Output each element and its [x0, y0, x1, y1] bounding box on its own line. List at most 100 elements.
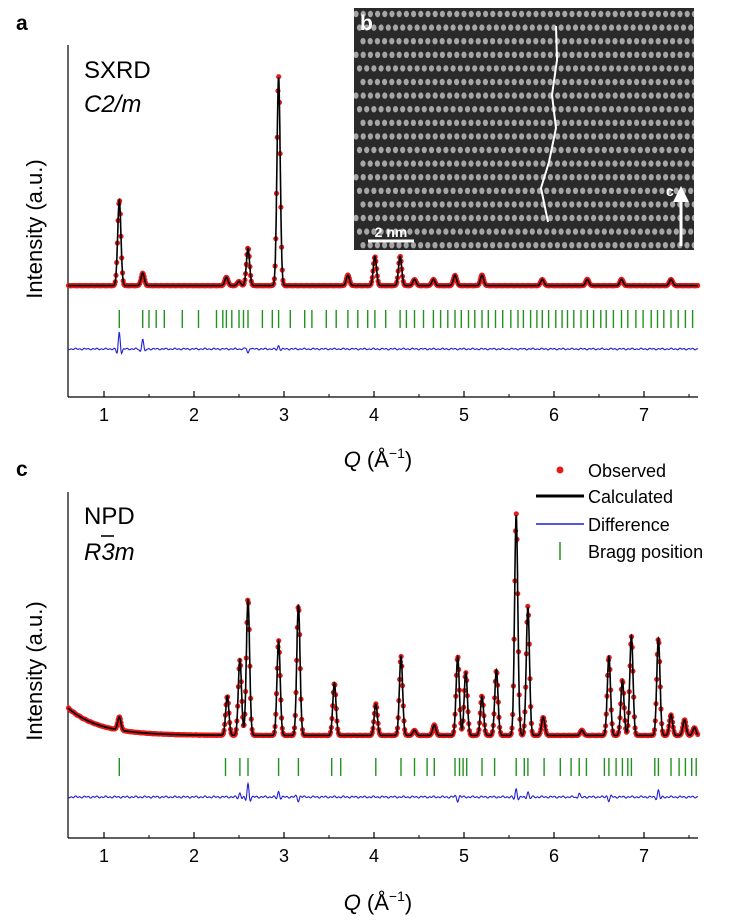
atom-column [612, 78, 618, 86]
atom-column [518, 119, 525, 127]
atom-column [608, 187, 615, 194]
atom-column [450, 24, 456, 31]
atom-column [418, 214, 424, 222]
panel-c-chart: Intensity (a.u.) NPD R3m 1 2 3 4 5 6 7 Observe… [22, 461, 703, 915]
atom-column [511, 133, 517, 140]
atom-column [500, 106, 507, 113]
atom-column [591, 133, 597, 140]
atom-column [619, 133, 626, 140]
atom-column [580, 24, 586, 31]
atom-column [583, 201, 589, 208]
atom-column [605, 133, 611, 140]
atom-column [612, 242, 618, 249]
atom-column [605, 214, 611, 222]
atom-column [364, 65, 370, 72]
atom-column [468, 174, 474, 181]
atom-column [468, 119, 474, 127]
atom-column [396, 10, 402, 18]
atom-column [663, 174, 669, 181]
atom-column [644, 187, 651, 194]
atom-column [511, 201, 517, 208]
atom-column [684, 38, 690, 45]
atom-column [630, 106, 636, 113]
atom-column [544, 146, 550, 154]
x-tick-label-7: 7 [639, 846, 649, 866]
atom-column [382, 10, 388, 18]
atom-column [641, 201, 647, 208]
atom-column [544, 65, 550, 72]
atom-column [623, 146, 629, 154]
atom-column [623, 106, 629, 113]
atom-column [482, 160, 488, 167]
atom-column [616, 146, 622, 154]
atom-column [490, 160, 496, 167]
atom-column [565, 106, 571, 113]
atom-column [648, 174, 654, 181]
atom-column [662, 160, 669, 167]
atom-column [677, 174, 683, 181]
atom-column [382, 174, 388, 181]
atom-column [572, 146, 579, 154]
atom-column [554, 160, 561, 167]
atom-column [644, 228, 651, 235]
atom-column [443, 65, 449, 72]
atom-column [360, 160, 366, 167]
atom-column [562, 10, 568, 18]
atom-column [522, 24, 528, 31]
atom-column [403, 10, 409, 18]
atom-column [684, 160, 690, 167]
atom-column [457, 146, 463, 154]
atom-column [483, 214, 489, 222]
atom-column [443, 106, 449, 113]
atom-column [418, 10, 424, 18]
atom-column [356, 228, 363, 235]
atom-column [590, 160, 597, 167]
atom-column [616, 106, 622, 113]
atom-column [558, 146, 564, 154]
atom-column [508, 65, 514, 72]
atom-column [389, 92, 395, 99]
atom-column [605, 92, 611, 99]
atom-column [695, 228, 700, 234]
atom-column [648, 78, 654, 86]
atom-column [533, 51, 539, 58]
atom-column [367, 78, 373, 86]
atom-column [619, 38, 625, 45]
atom-column [699, 120, 704, 126]
atom-column [375, 133, 381, 140]
atom-column [670, 133, 676, 140]
atom-column [637, 65, 643, 72]
atom-column [662, 242, 669, 249]
atom-column [472, 24, 478, 31]
atom-column [479, 187, 485, 194]
c-axis-arrow-head [673, 186, 689, 202]
atom-column [533, 174, 539, 181]
atom-column [403, 242, 409, 249]
atom-column [396, 51, 402, 58]
atom-column [446, 38, 452, 45]
panel-a-chart: Intensity (a.u.) SXRD C2/m 1 2 3 4 5 6 7 Q (Å−1… [22, 45, 701, 472]
difference-line [67, 781, 699, 803]
atom-column [378, 24, 384, 31]
x-tick-label-3: 3 [279, 846, 289, 866]
atom-column [536, 146, 543, 154]
scale-bar-label: 2 nm [375, 224, 408, 240]
atom-column [500, 187, 507, 194]
atom-column [634, 201, 640, 208]
atom-column [439, 214, 445, 222]
atom-column [411, 92, 417, 99]
atom-column [605, 10, 611, 18]
atom-column [562, 92, 568, 99]
atom-column [400, 24, 406, 31]
atom-column [407, 24, 413, 31]
atom-column [515, 24, 521, 31]
atom-column [526, 214, 532, 222]
atom-column [605, 174, 611, 181]
atom-column [677, 119, 683, 127]
atom-column [576, 201, 582, 208]
atom-column [648, 51, 654, 58]
atom-column [659, 146, 665, 154]
atom-column [400, 146, 406, 154]
atom-column [508, 24, 514, 31]
atom-column [601, 106, 607, 113]
